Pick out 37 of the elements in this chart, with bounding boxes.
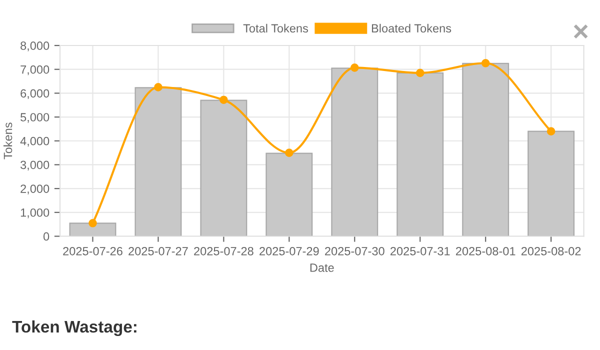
y-tick-label: 8,000 xyxy=(20,42,50,52)
point xyxy=(154,83,162,92)
bar xyxy=(134,87,182,236)
bar xyxy=(528,130,575,236)
point xyxy=(481,58,490,68)
bar xyxy=(396,72,444,236)
y-tick-label: 7,000 xyxy=(20,65,50,76)
bar xyxy=(266,152,313,236)
x-tick-label: 2025-07-31 xyxy=(390,246,450,256)
y-tick-label: 4,000 xyxy=(20,136,50,147)
x-tick-label: 2025-07-29 xyxy=(260,246,319,256)
y-tick-label: 3,000 xyxy=(20,160,50,171)
y-axis-title: Tokens xyxy=(3,122,12,160)
x-tick-label: 2025-07-28 xyxy=(194,246,254,256)
text: Token Wastage: xyxy=(12,320,136,336)
x-axis-title: Date xyxy=(310,264,334,272)
point xyxy=(220,96,228,104)
x-tick-label: 2025-07-27 xyxy=(128,246,188,256)
point xyxy=(350,64,359,72)
point xyxy=(88,218,97,228)
x-tick-label: 2025-08-01 xyxy=(456,246,516,256)
bar xyxy=(462,62,510,236)
y-tick-label: 2,000 xyxy=(20,184,50,194)
y-tick-label: 1,000 xyxy=(20,208,50,218)
legend-label: Total Tokens xyxy=(243,24,308,33)
bar xyxy=(331,68,378,236)
y-tick-label: 0 xyxy=(43,232,50,241)
y-tick-label: 5,000 xyxy=(20,113,50,123)
bar xyxy=(200,100,248,236)
y-tick-label: 6,000 xyxy=(20,89,50,99)
point xyxy=(546,127,556,136)
legend-label: Bloated Tokens xyxy=(372,24,452,33)
x-tick-label: 2025-08-02 xyxy=(521,246,581,256)
x-tick-label: 2025-07-26 xyxy=(63,246,122,256)
x-tick-label: 2025-07-30 xyxy=(325,246,384,256)
point xyxy=(416,68,424,78)
point xyxy=(284,148,294,157)
